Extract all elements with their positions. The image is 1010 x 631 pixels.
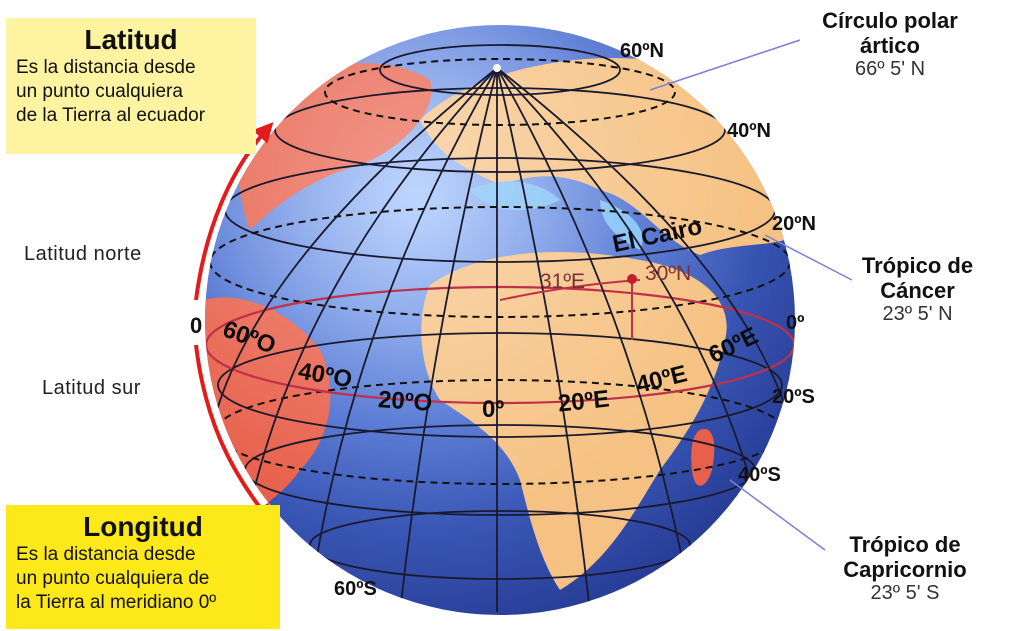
callout-arctic-title: Círculo polar ártico: [822, 8, 958, 58]
callout-capricorn-value: 23º 5' S: [870, 582, 940, 604]
cairo-parallel: [499, 279, 641, 301]
lon-label-0: 0º: [482, 396, 505, 423]
lat-label-20s: 20ºS: [772, 386, 815, 408]
callout-capricorn-title: Trópico de Capricornio: [843, 532, 967, 582]
cairo-point: [627, 274, 637, 284]
lat-label-60n: 60ºN: [620, 40, 664, 62]
north-pole-dot: [493, 64, 501, 72]
leader-lines: [649, 39, 853, 551]
latitude-definition: Es la distancia desde un punto cualquier…: [16, 57, 206, 126]
lat-label-40s: 40ºS: [738, 464, 781, 486]
cairo-latitude: 30ºN: [645, 262, 692, 285]
longitude-info-box: Longitud Es la distancia desde un punto …: [6, 505, 280, 629]
longitude-title: Longitud: [83, 511, 203, 542]
latitude-info-box: Latitud Es la distancia desde un punto c…: [6, 18, 256, 154]
lat-label-20n: 20ºN: [772, 213, 816, 235]
lon-label-20o: 20ºO: [377, 386, 434, 417]
callout-cancer: Trópico de Cáncer 23º 5' N: [835, 253, 1000, 326]
label-latitud-norte: Latitud norte: [24, 243, 142, 265]
globe-shine: [205, 25, 795, 615]
lat-label-equator: 0º: [786, 312, 805, 334]
callout-arctic-value: 66º 5' N: [854, 58, 926, 80]
lat-label-60s: 60ºS: [334, 578, 377, 600]
callout-cancer-value: 23º 5' N: [882, 303, 953, 325]
lat-label-40n: 40ºN: [727, 120, 771, 142]
longitude-definition: Es la distancia desde un punto cualquier…: [16, 544, 217, 613]
longitude-arrow: [194, 344, 273, 525]
latitude-title: Latitud: [84, 24, 178, 55]
lon-label-20e: 20ºE: [556, 385, 611, 418]
callout-cancer-title: Trópico de Cáncer: [861, 253, 974, 303]
callout-arctic: Círculo polar ártico 66º 5' N: [780, 8, 1000, 81]
label-latitud-sur: Latitud sur: [42, 377, 141, 399]
label-zero: 0: [190, 313, 203, 338]
callout-capricorn: Trópico de Capricornio 23º 5' S: [810, 532, 1000, 605]
cairo-longitude: 31ºE: [540, 270, 586, 293]
